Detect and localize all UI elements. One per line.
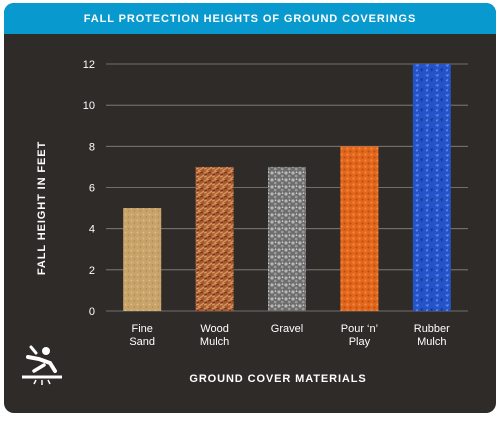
y-tick-label: 2 <box>89 265 95 277</box>
y-tick-label: 0 <box>89 306 95 318</box>
y-tick-label: 10 <box>83 100 95 112</box>
x-tick-label: Play <box>349 336 371 348</box>
y-tick-label: 8 <box>89 141 95 153</box>
bar <box>340 146 379 311</box>
y-tick-label: 12 <box>83 59 95 71</box>
person-falling-icon <box>22 345 62 385</box>
bar <box>268 166 306 311</box>
x-tick-label: Sand <box>129 336 155 348</box>
x-tick-label: Mulch <box>200 336 229 348</box>
chart-card: FALL PROTECTION HEIGHTS OF GROUND COVERI… <box>4 3 496 413</box>
x-tick-label: Fine <box>131 323 152 335</box>
bar <box>123 208 162 311</box>
chart-title: FALL PROTECTION HEIGHTS OF GROUND COVERI… <box>83 12 417 25</box>
x-axis-label: GROUND COVER MATERIALS <box>189 373 367 385</box>
x-tick-label: Rubber <box>414 323 450 335</box>
bar <box>195 166 234 311</box>
x-tick-label: Gravel <box>271 323 303 335</box>
title-banner: FALL PROTECTION HEIGHTS OF GROUND COVERI… <box>4 3 496 34</box>
y-tick-label: 6 <box>89 183 95 195</box>
y-tick-label: 4 <box>89 224 95 236</box>
x-tick-label: Wood <box>200 323 229 335</box>
x-tick-label: Pour ‘n’ <box>341 323 378 335</box>
x-tick-label: Mulch <box>417 336 446 348</box>
y-axis-label: FALL HEIGHT IN FEET <box>36 140 48 276</box>
bar <box>412 64 451 311</box>
